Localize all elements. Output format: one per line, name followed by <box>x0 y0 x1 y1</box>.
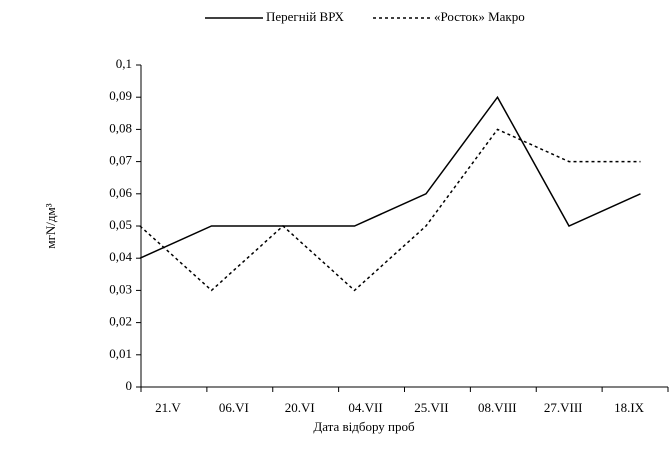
series-line <box>139 128 641 292</box>
x-tick-label: 18.IX <box>614 400 645 415</box>
y-tick-label: 0,1 <box>116 56 132 71</box>
y-tick-label: 0,07 <box>109 153 132 168</box>
x-tick-label: 06.VI <box>219 400 249 415</box>
y-tick-label: 0 <box>126 378 133 393</box>
x-tick-label: 27.VIII <box>544 400 583 415</box>
y-tick-label: 0,06 <box>109 185 132 200</box>
x-tick-label: 08.VIII <box>478 400 517 415</box>
y-tick-label: 0,03 <box>109 281 132 296</box>
x-axis-label: Дата відбору проб <box>313 419 415 434</box>
legend-label: «Росток» Макро <box>434 9 525 24</box>
legend-label: Перегній ВРХ <box>266 9 345 24</box>
y-tick-label: 0,02 <box>109 314 132 329</box>
y-axis-label: мгN/дм³ <box>43 203 58 248</box>
x-tick-label: 20.VI <box>285 400 315 415</box>
y-tick-label: 0,05 <box>109 217 132 232</box>
y-tick-label: 0,09 <box>109 88 132 103</box>
series-line <box>139 95 641 259</box>
x-tick-label: 21.V <box>155 400 181 415</box>
y-tick-label: 0,08 <box>109 120 132 135</box>
y-tick-label: 0,01 <box>109 346 132 361</box>
x-tick-label: 25.VII <box>414 400 448 415</box>
y-tick-label: 0,04 <box>109 249 132 264</box>
x-tick-label: 04.VII <box>348 400 382 415</box>
